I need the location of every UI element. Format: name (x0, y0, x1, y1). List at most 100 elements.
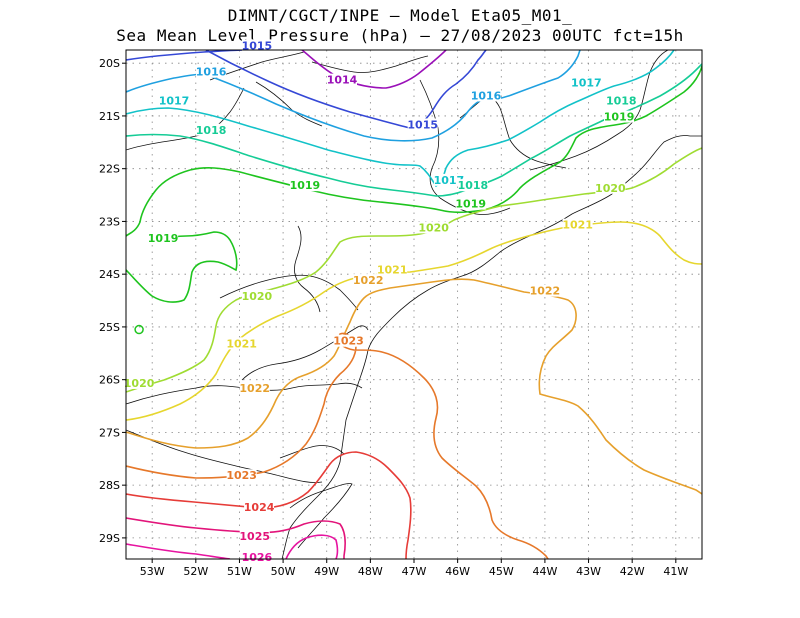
state-border-5 (209, 51, 323, 127)
contour-label: 1019 (455, 198, 486, 211)
contour-label-bg (241, 289, 272, 302)
contour-label-bg (159, 94, 189, 107)
contour-label-bg (241, 39, 272, 52)
x-tick-label: 53W (140, 565, 165, 578)
lagoon-outline (289, 483, 353, 549)
x-tick-label: 52W (183, 565, 208, 578)
contour-label-bg (377, 263, 408, 276)
x-tick-label: 42W (620, 565, 645, 578)
contour-labels: 1015101410151016101610171017101710181018… (124, 39, 637, 564)
contour-label: 1021 (377, 264, 408, 277)
contour-label-bg (562, 218, 593, 231)
contour-label: 1020 (242, 290, 273, 303)
isobar-1016 (126, 50, 581, 142)
isobar-1024 (126, 451, 412, 559)
x-tick-label: 46W (445, 565, 470, 578)
contour-label-bg (333, 334, 364, 347)
contour-label: 1020 (418, 221, 449, 234)
contour-label-bg (226, 469, 257, 482)
contour-label-bg (529, 284, 560, 297)
state-border-9 (459, 96, 567, 169)
coastline (367, 135, 702, 351)
contour-label: 1022 (239, 382, 270, 395)
contour-label-bg (604, 110, 635, 123)
isobar-1014 (301, 50, 447, 89)
contour-label-bg (226, 337, 257, 350)
isobar-1015 (126, 50, 247, 61)
contour-label: 1015 (407, 118, 438, 131)
state-border-10 (529, 50, 669, 171)
contour-label: 1022 (353, 274, 384, 287)
contour-label: 1023 (226, 469, 257, 482)
contour-label: 1019 (604, 111, 635, 124)
lat-lon-gridlines (126, 50, 702, 559)
contour-label-bg (571, 76, 602, 89)
y-tick-label: 28S (99, 479, 120, 492)
contour-label-bg (457, 179, 488, 192)
y-tick-label: 26S (99, 374, 120, 387)
contour-label: 1017 (434, 174, 465, 187)
contour-label: 1014 (327, 74, 358, 87)
map-title-line1: DIMNT/CGCT/INPE – Model Eta05_M01_ (227, 6, 573, 25)
y-tick-label: 21S (99, 110, 120, 123)
isobar-1017 (126, 50, 675, 188)
contour-label-bg (124, 376, 155, 389)
contour-label: 1022 (530, 285, 561, 298)
contour-label: 1024 (244, 501, 275, 514)
isobar-1019b (126, 169, 238, 303)
contour-label: 1017 (571, 76, 602, 89)
contour-label: 1019 (148, 232, 179, 245)
contour-label: 1021 (226, 337, 257, 350)
x-tick-label: 48W (358, 565, 383, 578)
isobar-1026 (126, 534, 339, 559)
contour-label-bg (353, 274, 384, 287)
hl-marker (134, 324, 144, 335)
x-tick-label: 47W (402, 565, 427, 578)
contour-label-bg (455, 197, 486, 210)
isobar-1025 (126, 517, 346, 559)
isobar-1015b (205, 50, 487, 129)
contour-label: 1017 (159, 95, 190, 108)
y-tick-label: 20S (99, 57, 120, 70)
contour-label: 1021 (562, 219, 593, 232)
contour-label-bg (241, 551, 272, 563)
contour-label: 1018 (606, 95, 637, 108)
contour-label-bg (606, 94, 637, 107)
x-tick-label: 41W (663, 565, 688, 578)
contour-label-bg (407, 118, 438, 131)
y-tick-label: 24S (99, 268, 120, 281)
y-tick-label: 23S (99, 215, 120, 228)
state-border-4 (294, 225, 321, 313)
x-tick-label: 43W (576, 565, 601, 578)
contour-label-bg (239, 382, 270, 395)
contour-label-bg (471, 89, 501, 102)
contour-label: 1018 (196, 124, 227, 137)
y-tick-label: 27S (99, 426, 120, 439)
contour-label-bg (289, 179, 320, 192)
state-border-12 (279, 445, 345, 459)
y-tick-label: 25S (99, 321, 120, 334)
contour-label: 1020 (124, 377, 155, 390)
contour-label: 1015 (242, 39, 273, 52)
contour-label: 1018 (458, 179, 489, 192)
x-tick-label: 45W (489, 565, 514, 578)
contour-label-bg (196, 65, 227, 78)
contour-label: 1016 (196, 66, 227, 79)
contour-label: 1026 (242, 551, 273, 564)
contour-label-bg (196, 123, 227, 136)
state-border-7 (311, 55, 429, 73)
axis-ticks: 53W 52W 51W 50W 49W 48W 47W 46W 45W 44W 43W 42W 41W 2… (99, 57, 688, 578)
x-tick-label: 51W (227, 565, 252, 578)
contour-label-bg (148, 231, 179, 244)
isobar-1023 (126, 332, 549, 559)
isobar-1021 (126, 221, 702, 421)
x-tick-label: 49W (314, 565, 339, 578)
state-border-2 (241, 325, 369, 381)
contour-label: 1016 (471, 89, 502, 102)
contour-label-bg (239, 529, 270, 542)
contour-label-bg (327, 73, 357, 86)
isobar-1022 (126, 278, 702, 495)
x-tick-label: 50W (271, 565, 296, 578)
x-tick-label: 44W (532, 565, 557, 578)
